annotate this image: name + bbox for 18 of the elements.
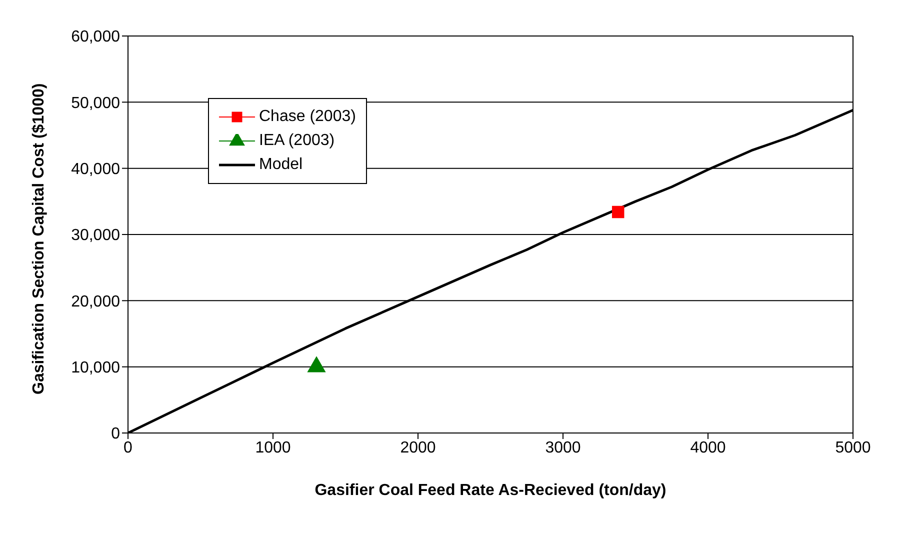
y-tick-label: 10,000 (71, 360, 120, 377)
y-tick-label: 30,000 (71, 227, 120, 244)
legend-label: IEA (2003) (259, 131, 335, 151)
y-tick-label: 40,000 (71, 161, 120, 178)
x-axis-title: Gasifier Coal Feed Rate As-Recieved (ton/day) (314, 482, 666, 499)
x-tick-label: 2000 (400, 439, 436, 456)
x-tick-label: 5000 (835, 439, 871, 456)
y-tick-label: 0 (111, 426, 120, 443)
x-tick-label: 1000 (255, 439, 291, 456)
y-tick-label: 20,000 (71, 293, 120, 310)
y-tick-label: 60,000 (71, 28, 120, 46)
y-axis-title: Gasification Section Capital Cost ($1000) (30, 83, 48, 394)
x-tick-label: 0 (124, 439, 133, 456)
legend-label: Chase (2003) (259, 107, 356, 127)
y-tick-label: 50,000 (71, 94, 120, 112)
x-tick-label: 3000 (545, 439, 581, 456)
legend-label: Model (259, 155, 303, 175)
x-tick-label: 4000 (690, 439, 726, 456)
